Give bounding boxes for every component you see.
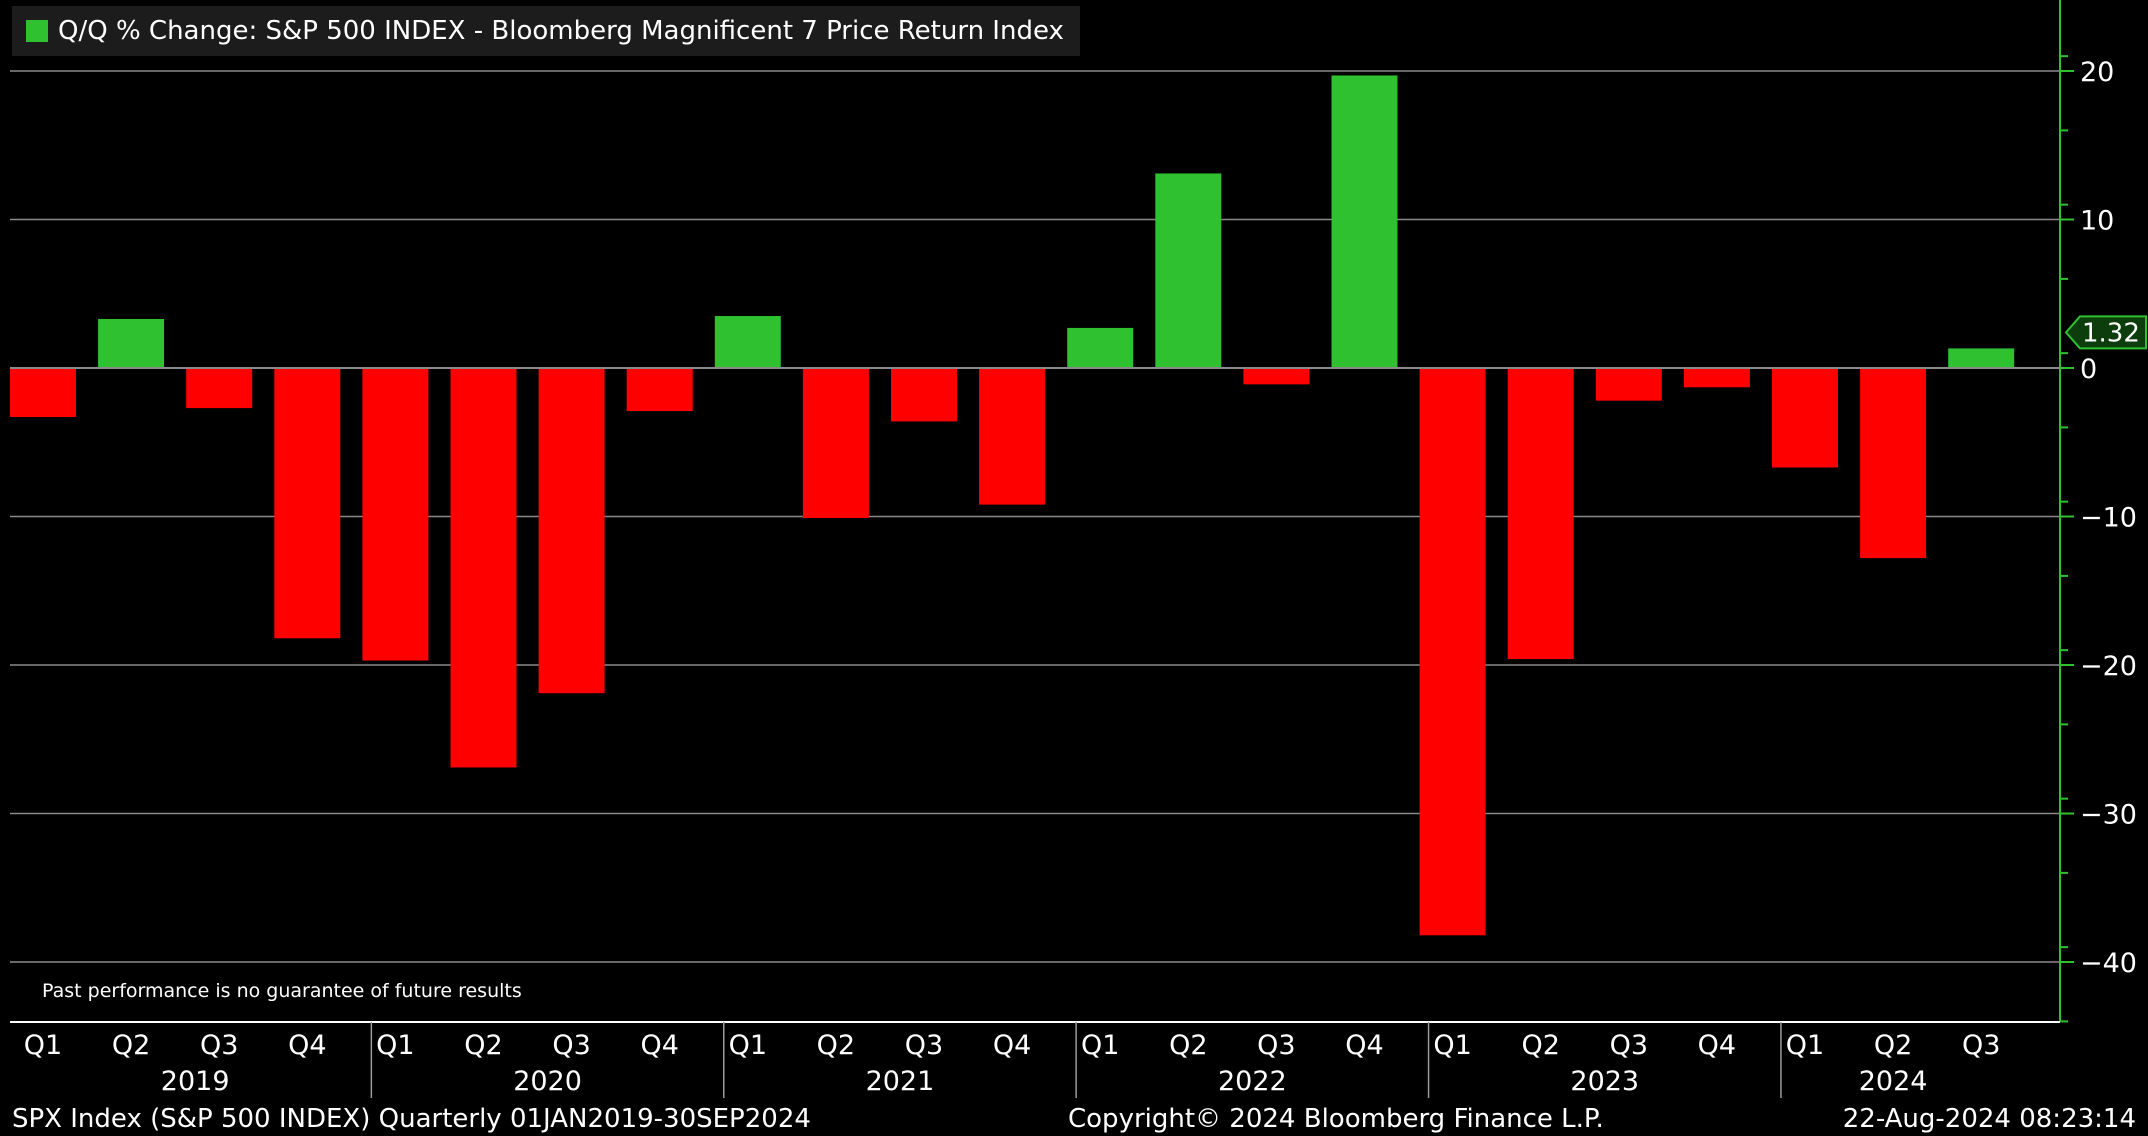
bar-20 — [1772, 368, 1838, 468]
y-tick-label: −20 — [2080, 651, 2137, 682]
bar-5 — [450, 368, 517, 768]
x-tick-label: Q3 — [552, 1030, 590, 1061]
x-year-label: 2021 — [866, 1066, 935, 1097]
y-tick-label: 10 — [2080, 206, 2114, 237]
bar-11 — [979, 368, 1046, 505]
bar-19 — [1683, 368, 1750, 388]
x-tick-label: Q3 — [1962, 1030, 2000, 1061]
bar-0 — [10, 368, 76, 418]
legend-label: Q/Q % Change: S&P 500 INDEX - Bloomberg … — [58, 16, 1064, 46]
x-tick-label: Q4 — [288, 1030, 326, 1061]
x-tick-label: Q3 — [1610, 1030, 1648, 1061]
x-year-label: 2024 — [1859, 1066, 1928, 1097]
x-tick-label: Q1 — [1433, 1030, 1471, 1061]
bar-7 — [626, 368, 693, 412]
x-tick-label: Q2 — [112, 1030, 150, 1061]
bar-1 — [98, 318, 165, 368]
bar-10 — [891, 368, 957, 422]
y-tick-label: 0 — [2080, 354, 2097, 385]
x-tick-label: Q3 — [200, 1030, 238, 1061]
x-tick-label: Q2 — [464, 1030, 502, 1061]
y-tick-label: −30 — [2080, 800, 2137, 831]
bar-15 — [1331, 75, 1398, 368]
legend: Q/Q % Change: S&P 500 INDEX - Bloomberg … — [12, 6, 1080, 56]
bar-12 — [1067, 327, 1134, 368]
legend-swatch — [26, 20, 48, 42]
x-year-label: 2022 — [1218, 1066, 1287, 1097]
bar-22 — [1948, 348, 2015, 368]
bar-17 — [1507, 368, 1574, 660]
x-tick-label: Q2 — [817, 1030, 855, 1061]
y-tick-label: −40 — [2080, 948, 2137, 979]
footer-copyright: Copyright© 2024 Bloomberg Finance L.P. — [1068, 1104, 1604, 1134]
bar-2 — [186, 368, 253, 409]
x-year-label: 2023 — [1570, 1066, 1639, 1097]
x-tick-label: Q1 — [24, 1030, 62, 1061]
bar-4 — [362, 368, 429, 661]
x-tick-label: Q1 — [729, 1030, 767, 1061]
x-tick-label: Q2 — [1874, 1030, 1912, 1061]
x-tick-label: Q1 — [376, 1030, 414, 1061]
x-year-label: 2020 — [513, 1066, 582, 1097]
y-tick-label: 20 — [2080, 57, 2114, 88]
x-tick-label: Q1 — [1786, 1030, 1824, 1061]
bar-6 — [538, 368, 605, 694]
x-tick-label: Q1 — [1081, 1030, 1119, 1061]
x-year-label: 2019 — [161, 1066, 230, 1097]
bar-14 — [1243, 368, 1310, 385]
footer-security-info: SPX Index (S&P 500 INDEX) Quarterly 01JA… — [12, 1104, 811, 1134]
x-tick-label: Q4 — [1345, 1030, 1383, 1061]
last-value-marker — [2064, 315, 2147, 350]
bar-9 — [802, 368, 869, 518]
x-tick-label: Q2 — [1169, 1030, 1207, 1061]
x-tick-label: Q4 — [993, 1030, 1031, 1061]
bar-8 — [714, 316, 781, 368]
bar-13 — [1155, 173, 1222, 368]
x-tick-label: Q2 — [1521, 1030, 1559, 1061]
x-tick-label: Q3 — [905, 1030, 943, 1061]
y-tick-label: −10 — [2080, 503, 2137, 534]
x-tick-label: Q4 — [640, 1030, 678, 1061]
disclaimer-note: Past performance is no guarantee of futu… — [42, 980, 522, 1002]
bar-16 — [1419, 368, 1486, 936]
x-tick-label: Q3 — [1257, 1030, 1295, 1061]
bar-21 — [1860, 368, 1927, 559]
last-value-label: 1.32 — [2082, 318, 2140, 348]
x-tick-label: Q4 — [1698, 1030, 1736, 1061]
bar-3 — [274, 368, 341, 639]
footer-timestamp: 22-Aug-2024 08:23:14 — [1842, 1104, 2136, 1134]
bar-18 — [1595, 368, 1662, 401]
